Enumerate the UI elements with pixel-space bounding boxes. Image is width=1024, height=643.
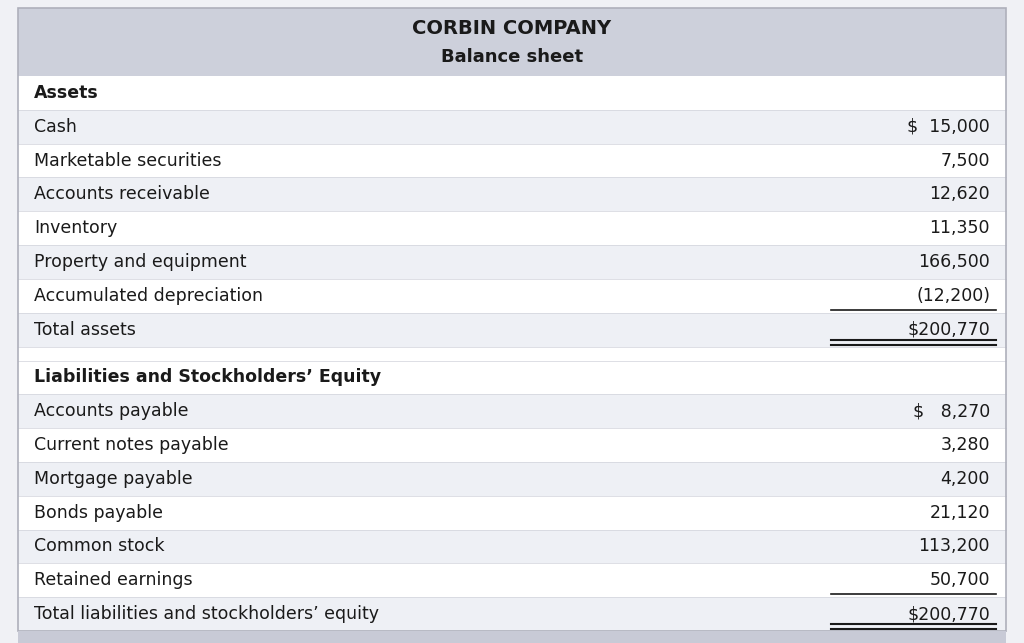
Bar xyxy=(18,177,1006,212)
Text: 3,280: 3,280 xyxy=(940,436,990,454)
Bar xyxy=(18,245,1006,279)
Text: Inventory: Inventory xyxy=(34,219,118,237)
Text: Accumulated depreciation: Accumulated depreciation xyxy=(34,287,263,305)
Text: Common stock: Common stock xyxy=(34,538,165,556)
Text: Balance sheet: Balance sheet xyxy=(441,48,583,66)
Text: 11,350: 11,350 xyxy=(930,219,990,237)
Bar xyxy=(18,496,1006,530)
Bar xyxy=(18,143,1006,177)
Bar xyxy=(18,347,1006,361)
Text: Total assets: Total assets xyxy=(34,321,136,339)
Text: 12,620: 12,620 xyxy=(930,185,990,203)
Text: (12,200): (12,200) xyxy=(916,287,990,305)
Bar xyxy=(18,462,1006,496)
Text: 50,700: 50,700 xyxy=(930,571,990,589)
Bar xyxy=(18,428,1006,462)
Bar xyxy=(18,279,1006,312)
Text: Cash: Cash xyxy=(34,118,77,136)
Text: Accounts payable: Accounts payable xyxy=(34,403,188,421)
Text: Mortgage payable: Mortgage payable xyxy=(34,470,193,488)
Text: $200,770: $200,770 xyxy=(907,605,990,623)
Bar xyxy=(18,8,1006,76)
Text: Liabilities and Stockholders’ Equity: Liabilities and Stockholders’ Equity xyxy=(34,368,381,386)
Bar xyxy=(18,631,1006,643)
Bar xyxy=(18,563,1006,597)
Text: $200,770: $200,770 xyxy=(907,321,990,339)
Text: Property and equipment: Property and equipment xyxy=(34,253,247,271)
Bar xyxy=(18,530,1006,563)
Text: 113,200: 113,200 xyxy=(919,538,990,556)
Text: 166,500: 166,500 xyxy=(919,253,990,271)
Bar xyxy=(18,110,1006,143)
Text: Marketable securities: Marketable securities xyxy=(34,152,221,170)
Bar xyxy=(18,361,1006,394)
Bar xyxy=(18,312,1006,347)
Text: 21,120: 21,120 xyxy=(930,503,990,521)
Text: Assets: Assets xyxy=(34,84,98,102)
Bar xyxy=(18,76,1006,110)
Text: Accounts receivable: Accounts receivable xyxy=(34,185,210,203)
Bar xyxy=(18,597,1006,631)
Text: 4,200: 4,200 xyxy=(941,470,990,488)
Text: $  15,000: $ 15,000 xyxy=(907,118,990,136)
Text: $   8,270: $ 8,270 xyxy=(912,403,990,421)
Text: 7,500: 7,500 xyxy=(940,152,990,170)
Text: Retained earnings: Retained earnings xyxy=(34,571,193,589)
Text: Total liabilities and stockholders’ equity: Total liabilities and stockholders’ equi… xyxy=(34,605,379,623)
Text: CORBIN COMPANY: CORBIN COMPANY xyxy=(413,19,611,38)
Bar xyxy=(18,394,1006,428)
Text: Bonds payable: Bonds payable xyxy=(34,503,163,521)
Text: Current notes payable: Current notes payable xyxy=(34,436,228,454)
Bar xyxy=(18,212,1006,245)
